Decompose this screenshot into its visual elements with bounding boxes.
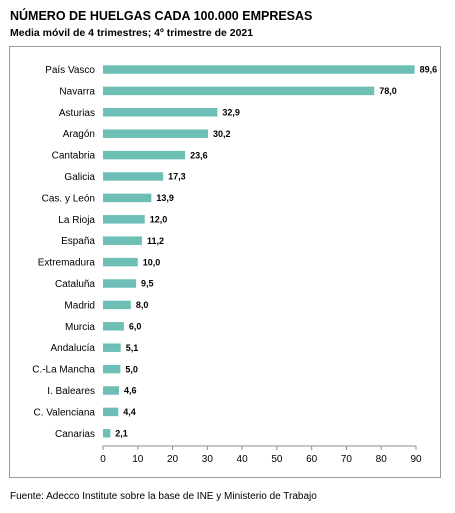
value-label: 6,0 <box>129 322 142 332</box>
chart-subtitle: Media móvil de 4 trimestres; 4º trimestr… <box>10 27 254 39</box>
x-tick-label: 20 <box>167 454 179 465</box>
bar <box>103 343 121 352</box>
category-label: Aragón <box>63 129 95 140</box>
bar <box>103 86 375 96</box>
x-tick-label: 40 <box>237 454 249 465</box>
bar <box>103 108 218 117</box>
x-tick-label: 50 <box>271 454 283 465</box>
value-label: 89,6 <box>420 65 438 75</box>
category-label: Extremadura <box>38 258 96 269</box>
value-label: 30,2 <box>213 129 231 139</box>
value-label: 2,1 <box>115 429 128 439</box>
value-label: 32,9 <box>222 108 240 118</box>
category-label: Madrid <box>64 300 95 311</box>
category-label: C. Valenciana <box>33 407 95 418</box>
category-label: Navarra <box>59 86 95 97</box>
value-label: 78,0 <box>379 86 397 96</box>
value-label: 13,9 <box>156 193 174 203</box>
bar <box>103 279 137 288</box>
bar <box>103 150 186 160</box>
bar <box>103 65 415 74</box>
value-label: 5,0 <box>125 364 138 374</box>
bar <box>103 193 152 203</box>
category-label: España <box>61 236 95 247</box>
category-label: La Rioja <box>58 215 95 226</box>
category-label: Cataluña <box>55 279 95 290</box>
category-label: Cantabria <box>52 151 96 162</box>
category-label: Galicia <box>64 172 95 183</box>
bar <box>103 429 111 438</box>
value-label: 9,5 <box>141 279 154 289</box>
source-note: Fuente: Adecco Institute sobre la base d… <box>10 491 317 502</box>
x-tick-label: 90 <box>410 454 422 465</box>
x-tick-label: 80 <box>376 454 388 465</box>
category-label: I. Baleares <box>47 386 95 397</box>
bar <box>103 172 164 181</box>
value-label: 4,4 <box>123 407 136 417</box>
value-label: 23,6 <box>190 150 208 160</box>
bar <box>103 364 121 374</box>
bar <box>103 236 142 245</box>
x-tick-label: 60 <box>306 454 318 465</box>
bar <box>103 129 209 138</box>
category-label: País Vasco <box>45 65 95 76</box>
value-label: 5,1 <box>126 343 139 353</box>
category-label: C.-La Mancha <box>32 365 95 376</box>
category-label: Canarias <box>55 429 95 440</box>
category-label: Murcia <box>65 322 95 333</box>
value-label: 17,3 <box>168 172 186 182</box>
x-tick-label: 10 <box>132 454 144 465</box>
x-tick-label: 70 <box>341 454 353 465</box>
bar <box>103 407 119 417</box>
category-label: Asturias <box>59 108 95 119</box>
bar <box>103 215 145 224</box>
category-label: Cas. y León <box>42 193 95 204</box>
chart-title: NÚMERO DE HUELGAS CADA 100.000 EMPRESAS <box>10 9 313 23</box>
x-tick-label: 30 <box>202 454 214 465</box>
bar <box>103 257 138 267</box>
x-tick-label: 0 <box>100 454 106 465</box>
chart-frame <box>9 46 441 478</box>
value-label: 10,0 <box>143 257 161 267</box>
value-label: 4,6 <box>124 386 137 396</box>
value-label: 12,0 <box>150 215 168 225</box>
value-label: 11,2 <box>147 236 164 246</box>
bar <box>103 322 124 331</box>
value-label: 8,0 <box>136 300 149 310</box>
category-label: Andalucía <box>51 343 96 354</box>
bar <box>103 386 119 395</box>
bar <box>103 300 131 310</box>
